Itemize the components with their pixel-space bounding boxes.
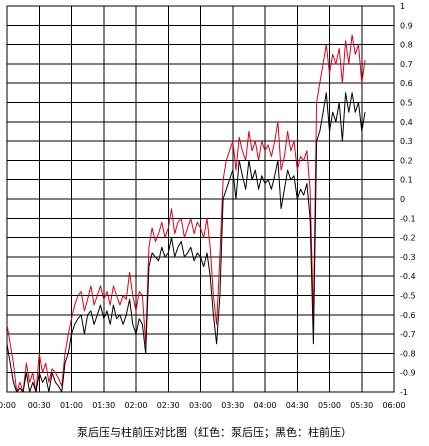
y-tick-label: -0.9 bbox=[400, 369, 416, 378]
y-tick-label: 0.6 bbox=[400, 79, 413, 88]
y-tick-label: -0.6 bbox=[400, 311, 416, 320]
y-tick-label: -0.5 bbox=[400, 292, 416, 301]
x-tick-label: 01:00 bbox=[60, 401, 83, 410]
x-tick-label: 0:00 bbox=[0, 401, 16, 410]
x-tick-label: 00:30 bbox=[28, 401, 51, 410]
chart-title: 泵后压与柱前压对比图（红色：泵后压；黑色：柱前压） bbox=[77, 426, 352, 439]
x-tick-label: 05:30 bbox=[350, 401, 373, 410]
y-tick-label: -0.3 bbox=[400, 253, 416, 262]
series-line-black bbox=[6, 92, 366, 393]
y-tick-label: -0.4 bbox=[400, 272, 416, 281]
y-tick-label: -1 bbox=[400, 388, 408, 397]
y-tick-label: 0.3 bbox=[400, 137, 413, 146]
x-tick-label: 03:30 bbox=[221, 401, 244, 410]
y-tick-label: 0.4 bbox=[400, 118, 413, 127]
y-tick-label: 0 bbox=[400, 195, 405, 204]
y-tick-label: 0.7 bbox=[400, 60, 413, 69]
x-tick-label: 06:00 bbox=[382, 401, 405, 410]
series-layer bbox=[6, 34, 366, 393]
x-tick-label: 01:30 bbox=[92, 401, 115, 410]
x-axis: 0:00 00:30 01:00 01:30 02:00 02:30 03:00 03:30 0… bbox=[0, 401, 406, 410]
y-tick-label: -0.2 bbox=[400, 234, 416, 243]
series-line-red bbox=[6, 34, 366, 393]
y-tick-label: -0.7 bbox=[400, 330, 416, 339]
y-tick-label: -0.1 bbox=[400, 214, 416, 223]
y-tick-label: 1 bbox=[400, 2, 405, 11]
x-tick-label: 03:00 bbox=[189, 401, 212, 410]
y-axis: -1 -0.9 -0.8 -0.7 -0.6 -0.5 -0.4 -0.3 -0.2 -0.1 0 0… bbox=[400, 2, 416, 397]
plot-frame bbox=[6, 5, 395, 393]
y-tick-label: 0.9 bbox=[400, 21, 413, 30]
x-tick-label: 05:00 bbox=[318, 401, 341, 410]
y-tick-label: 0.1 bbox=[400, 176, 413, 185]
x-tick-label: 02:00 bbox=[124, 401, 147, 410]
y-tick-label: 0.2 bbox=[400, 156, 413, 165]
x-tick-label: 04:00 bbox=[253, 401, 276, 410]
y-tick-label: 0.8 bbox=[400, 41, 413, 50]
x-tick-label: 02:30 bbox=[157, 401, 180, 410]
y-tick-label: -0.8 bbox=[400, 349, 416, 358]
x-tick-label: 04:30 bbox=[286, 401, 309, 410]
y-tick-label: 0.5 bbox=[400, 99, 413, 108]
